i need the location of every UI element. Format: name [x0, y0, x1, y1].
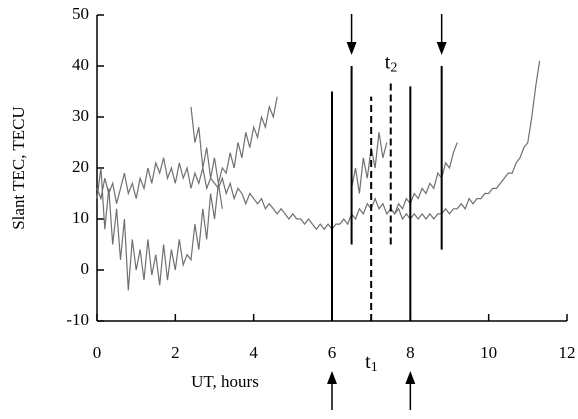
marker-label-sub: 1 — [371, 360, 378, 375]
marker-label-main: t — [365, 351, 371, 373]
arrow-head — [327, 371, 337, 384]
y-tick-label: 0 — [81, 259, 90, 278]
x-tick-label: 2 — [171, 343, 180, 362]
marker-label: t2 — [385, 51, 398, 76]
tec-line — [190, 96, 278, 184]
tec-line — [96, 60, 541, 231]
marker-label-main: t — [385, 51, 391, 73]
tec-line — [96, 167, 223, 291]
marker-label: t1 — [365, 351, 378, 376]
x-tick-label: 4 — [249, 343, 258, 362]
y-tick-label: -10 — [66, 310, 89, 329]
arrow-head — [436, 42, 447, 55]
x-tick-label: 12 — [559, 343, 576, 362]
y-tick-label: 10 — [72, 208, 89, 227]
x-tick-label: 10 — [480, 343, 497, 362]
y-tick-label: 40 — [72, 55, 89, 74]
tec-line — [351, 132, 388, 194]
x-tick-label: 6 — [328, 343, 337, 362]
x-tick-label: 8 — [406, 343, 415, 362]
x-tick-label: 0 — [93, 343, 102, 362]
y-tick-label: 20 — [72, 157, 89, 176]
arrow-head — [346, 42, 357, 55]
tec-line — [390, 142, 458, 216]
y-tick-label: 30 — [72, 106, 89, 125]
x-axis-label: UT, hours — [191, 372, 259, 391]
y-tick-label: 50 — [72, 4, 89, 23]
marker-label-sub: 2 — [390, 61, 397, 76]
y-axis-label: Slant TEC, TECU — [9, 106, 28, 230]
arrow-head — [405, 371, 416, 384]
